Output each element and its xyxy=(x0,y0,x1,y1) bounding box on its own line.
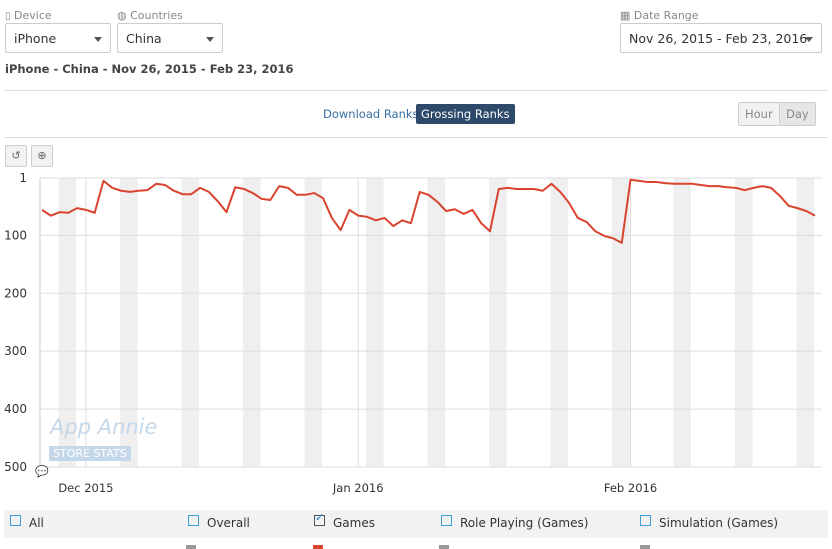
x-tick-label: Jan 2016 xyxy=(332,481,384,495)
weekend-band xyxy=(120,178,138,467)
reset-zoom[interactable]: ↺ xyxy=(5,145,27,167)
checkbox[interactable] xyxy=(640,515,651,526)
checkbox[interactable] xyxy=(441,515,452,526)
weekend-band xyxy=(796,178,814,467)
legend-bar xyxy=(4,510,828,538)
weekend-band xyxy=(673,178,692,467)
divider xyxy=(4,90,828,91)
y-tick-label: 200 xyxy=(4,286,27,300)
checkbox[interactable] xyxy=(10,515,21,526)
countries-label: ◍ Countries xyxy=(117,9,183,22)
tab-download[interactable]: Download Ranks xyxy=(323,107,419,121)
device-label-text: Device xyxy=(14,9,52,22)
checkbox[interactable]: ✓ xyxy=(314,511,325,526)
legend-label: Role Playing (Games) xyxy=(460,516,589,530)
weekend-band xyxy=(366,178,384,467)
watermark-brand: App Annie xyxy=(50,415,158,439)
checkbox[interactable] xyxy=(188,515,199,526)
weekend-band xyxy=(550,178,569,467)
legend-label: Overall xyxy=(207,516,250,530)
legend-item[interactable]: ✓ Games xyxy=(314,511,375,530)
device-value: iPhone xyxy=(14,31,57,46)
y-tick-label: 100 xyxy=(4,228,27,242)
weekend-band xyxy=(611,178,630,467)
weekend-band xyxy=(734,178,753,467)
date-range-label-text: Date Range xyxy=(633,9,699,22)
countries-label-text: Countries xyxy=(130,9,183,22)
date-range-value: Nov 26, 2015 - Feb 23, 2016 xyxy=(629,31,808,46)
legend-item[interactable]: Simulation (Games) xyxy=(640,515,778,530)
chart: 1 100 200 300 400 500 Dec 2015 Jan 2016 Feb 2016… xyxy=(4,171,822,495)
weekend-band xyxy=(243,178,261,467)
y-tick-label: 1 xyxy=(19,171,27,185)
x-tick-label: Dec 2015 xyxy=(58,481,113,495)
date-range-label: ▦ Date Range xyxy=(620,9,699,22)
weekend-band xyxy=(488,178,507,467)
country-select[interactable]: China xyxy=(117,23,223,53)
device-select[interactable]: iPhone xyxy=(5,23,111,53)
legend-label: Simulation (Games) xyxy=(659,516,779,530)
legend-item[interactable]: All xyxy=(10,515,44,530)
legend-row-2 xyxy=(4,543,828,549)
legend-label: All xyxy=(29,516,44,530)
weekend-band xyxy=(181,178,200,467)
weekend-band xyxy=(304,178,323,467)
divider xyxy=(4,137,828,138)
date-range-select[interactable]: Nov 26, 2015 - Feb 23, 2016 xyxy=(620,23,822,53)
x-tick-label: Feb 2016 xyxy=(604,481,657,495)
comment-icon: 💬 xyxy=(35,465,49,478)
day-button[interactable]: Day xyxy=(779,102,816,126)
watermark-sub: STORE STATS xyxy=(49,446,131,461)
y-tick-label: 500 xyxy=(4,460,27,474)
weekend-band xyxy=(58,178,77,467)
y-tick-label: 300 xyxy=(4,344,27,358)
device-label: ▯ Device xyxy=(5,9,52,22)
hour-button[interactable]: Hour xyxy=(738,102,780,126)
legend-item[interactable]: Role Playing (Games) xyxy=(441,515,588,530)
country-value: China xyxy=(126,31,162,46)
summary: iPhone - China - Nov 26, 2015 - Feb 23, … xyxy=(5,62,294,76)
zoom[interactable]: ⊕ xyxy=(31,145,53,167)
legend-label: Games xyxy=(333,516,375,530)
y-tick-label: 400 xyxy=(4,402,27,416)
tab-grossing[interactable]: Grossing Ranks xyxy=(416,104,515,124)
legend-item[interactable]: Overall xyxy=(188,515,250,530)
weekend-band xyxy=(427,178,446,467)
series-line xyxy=(41,178,816,244)
